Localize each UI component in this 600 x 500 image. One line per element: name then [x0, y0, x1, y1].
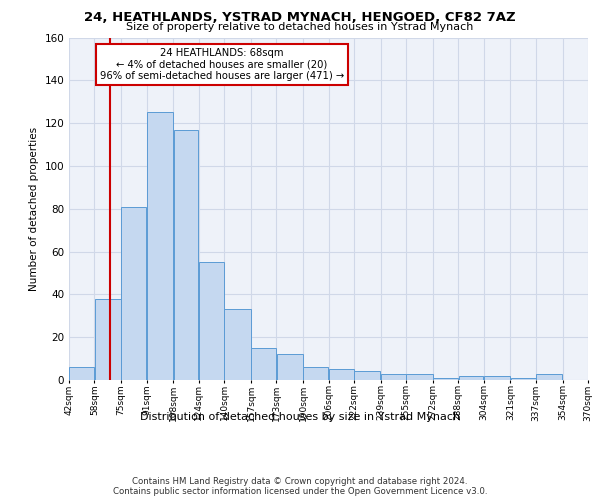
- Bar: [199, 262, 224, 380]
- Bar: [277, 354, 303, 380]
- Bar: [69, 367, 94, 380]
- Bar: [147, 112, 173, 380]
- Y-axis label: Number of detached properties: Number of detached properties: [29, 126, 39, 291]
- Bar: [406, 374, 433, 380]
- Bar: [329, 370, 353, 380]
- Bar: [381, 374, 406, 380]
- Bar: [511, 378, 536, 380]
- Bar: [173, 130, 199, 380]
- Text: 24 HEATHLANDS: 68sqm
← 4% of detached houses are smaller (20)
96% of semi-detach: 24 HEATHLANDS: 68sqm ← 4% of detached ho…: [100, 48, 344, 81]
- Bar: [224, 310, 251, 380]
- Bar: [304, 367, 328, 380]
- Bar: [484, 376, 510, 380]
- Bar: [536, 374, 562, 380]
- Text: Contains HM Land Registry data © Crown copyright and database right 2024.
Contai: Contains HM Land Registry data © Crown c…: [113, 476, 487, 496]
- Bar: [251, 348, 276, 380]
- Bar: [354, 372, 380, 380]
- Bar: [458, 376, 484, 380]
- Bar: [121, 206, 146, 380]
- Text: 24, HEATHLANDS, YSTRAD MYNACH, HENGOED, CF82 7AZ: 24, HEATHLANDS, YSTRAD MYNACH, HENGOED, …: [84, 11, 516, 24]
- Bar: [95, 298, 121, 380]
- Text: Distribution of detached houses by size in Ystrad Mynach: Distribution of detached houses by size …: [140, 412, 460, 422]
- Bar: [433, 378, 458, 380]
- Text: Size of property relative to detached houses in Ystrad Mynach: Size of property relative to detached ho…: [127, 22, 473, 32]
